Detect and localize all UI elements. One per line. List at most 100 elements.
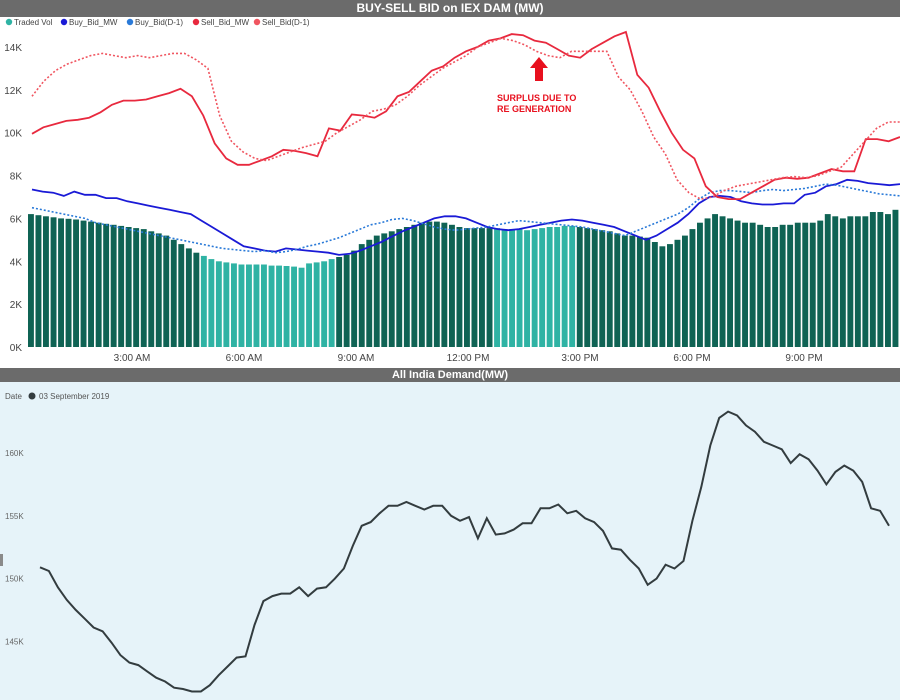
series-sell-bid-d-1- <box>31 37 900 200</box>
y-tick-label: 0K <box>10 343 23 354</box>
traded-vol-bar <box>321 261 328 347</box>
traded-vol-bar <box>494 228 500 347</box>
traded-vol-bar <box>261 264 267 347</box>
traded-vol-bar <box>88 221 94 347</box>
traded-vol-bar <box>178 244 185 347</box>
traded-vol-bar <box>464 228 470 347</box>
legend-marker <box>60 18 68 26</box>
buy-sell-bid-chart: Traded Vol Buy_Bid_MW Buy_Bid(D-1) Sell_Bid… <box>4 18 900 364</box>
y-tick-label: 8K <box>10 172 23 183</box>
traded-vol-bar <box>742 222 748 347</box>
traded-vol-bar <box>65 218 72 347</box>
traded-vol-bar <box>569 225 576 347</box>
traded-vol-bar <box>215 261 222 347</box>
traded-vol-bar <box>110 224 117 347</box>
x-tick-label: 3:00 AM <box>114 353 151 364</box>
traded-vol-bar <box>381 233 388 347</box>
legend-marker <box>5 18 13 26</box>
legend-marker <box>126 18 134 26</box>
traded-vol-bar <box>456 227 463 347</box>
y-tick-label: 145K <box>5 637 24 646</box>
series-buy-bid-d-1- <box>31 183 900 254</box>
traded-vol-bar <box>885 214 891 347</box>
y-tick-label: 155K <box>5 512 24 521</box>
legend-marker <box>192 18 200 26</box>
all-india-demand-panel: All India Demand(MW) Date 03 September 20… <box>0 368 900 700</box>
series-demand <box>39 410 890 693</box>
traded-vol-bar <box>28 214 34 347</box>
resize-handle[interactable] <box>0 554 3 566</box>
traded-vol-bar <box>103 223 110 347</box>
legend-label: Sell_Bid_MW <box>201 18 249 27</box>
x-tick-label: 6:00 PM <box>673 353 710 364</box>
annotation-text: SURPLUS DUE TO <box>497 93 576 103</box>
traded-volume-bars <box>28 209 899 347</box>
traded-vol-bar <box>682 235 688 347</box>
traded-vol-bar <box>749 222 756 347</box>
traded-vol-bar <box>614 233 621 347</box>
traded-vol-bar <box>854 216 861 347</box>
traded-vol-bar <box>418 222 425 347</box>
traded-vol-bar <box>787 224 794 347</box>
traded-vol-bar <box>50 217 57 347</box>
traded-vol-bar <box>268 265 275 347</box>
legend-label: Buy_Bid_MW <box>69 18 118 27</box>
traded-vol-bar <box>651 242 658 347</box>
traded-vol-bar <box>839 218 846 347</box>
traded-vol-bar <box>802 222 809 347</box>
y-tick-label: 2K <box>10 300 23 311</box>
traded-vol-bar <box>546 227 553 347</box>
traded-vol-bar <box>298 267 305 347</box>
traded-vol-bar <box>163 235 170 347</box>
traded-vol-bar <box>441 222 448 347</box>
y-tick-label: 12K <box>4 86 22 97</box>
legend-label: Traded Vol <box>14 18 53 27</box>
traded-vol-bar <box>373 235 380 347</box>
series-buy-bid-mw <box>31 178 900 256</box>
legend-title: Date <box>5 392 22 401</box>
series-sell-bid-mw <box>31 30 900 200</box>
y-tick-label: 6K <box>10 214 23 225</box>
traded-vol-bar <box>118 225 125 347</box>
traded-vol-bar <box>388 231 395 347</box>
traded-vol-bar <box>644 237 651 347</box>
legend-label: Buy_Bid(D-1) <box>135 18 183 27</box>
traded-vol-bar <box>734 220 741 347</box>
traded-vol-bar <box>591 229 598 347</box>
traded-vol-bar <box>306 263 312 347</box>
traded-vol-bar <box>636 236 643 347</box>
traded-vol-bar <box>659 246 666 347</box>
traded-vol-bar <box>479 228 485 347</box>
traded-vol-bar <box>73 219 79 347</box>
traded-vol-bar <box>516 229 523 347</box>
traded-vol-bar <box>125 227 132 347</box>
traded-vol-bar <box>697 222 703 347</box>
traded-vol-bar <box>869 212 876 347</box>
traded-vol-bar <box>629 235 636 347</box>
traded-vol-bar <box>531 229 538 347</box>
traded-vol-bar <box>621 235 628 347</box>
traded-vol-bar <box>433 221 440 347</box>
traded-vol-bar <box>35 215 42 347</box>
top-chart-legend: Traded Vol Buy_Bid_MW Buy_Bid(D-1) Sell_Bid… <box>5 18 310 27</box>
bid-lines <box>31 30 900 256</box>
top-x-axis: 3:00 AM 6:00 AM 9:00 AM 12:00 PM 3:00 PM 6:00… <box>114 353 823 364</box>
traded-vol-bar <box>817 220 824 347</box>
traded-vol-bar <box>757 224 764 347</box>
traded-vol-bar <box>471 228 478 347</box>
traded-vol-bar <box>779 224 786 347</box>
traded-vol-bar <box>772 227 779 347</box>
traded-vol-bar <box>486 228 493 347</box>
traded-vol-bar <box>133 228 140 347</box>
traded-vol-bar <box>794 222 801 347</box>
x-tick-label: 9:00 AM <box>338 353 375 364</box>
traded-vol-bar <box>411 224 418 347</box>
x-tick-label: 3:00 PM <box>561 353 598 364</box>
traded-vol-bar <box>524 230 530 347</box>
traded-vol-bar <box>291 266 297 347</box>
traded-vol-bar <box>554 227 561 347</box>
legend-label: Sell_Bid(D-1) <box>262 18 310 27</box>
traded-vol-bar <box>238 264 245 347</box>
traded-vol-bar <box>832 216 839 347</box>
traded-vol-bar <box>140 229 147 347</box>
